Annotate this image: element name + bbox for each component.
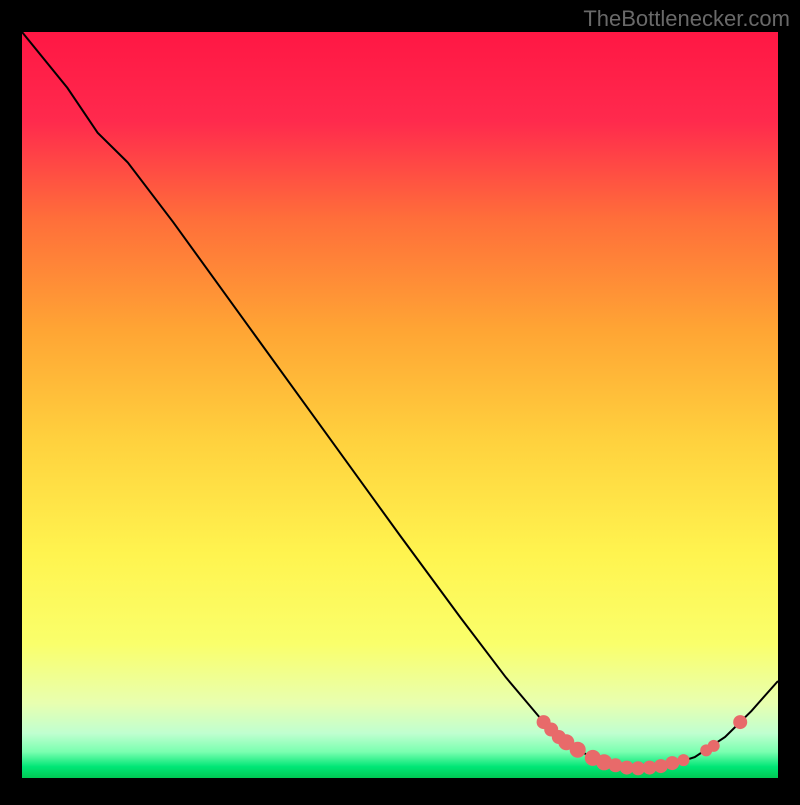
data-marker — [708, 740, 720, 752]
watermark-text: TheBottlenecker.com — [583, 6, 790, 32]
data-marker — [678, 754, 690, 766]
data-marker — [665, 756, 679, 770]
data-marker — [733, 715, 747, 729]
bottleneck-chart: TheBottlenecker.com — [0, 0, 800, 800]
gradient-background — [22, 32, 778, 778]
chart-svg — [0, 0, 800, 800]
data-marker — [570, 742, 586, 758]
